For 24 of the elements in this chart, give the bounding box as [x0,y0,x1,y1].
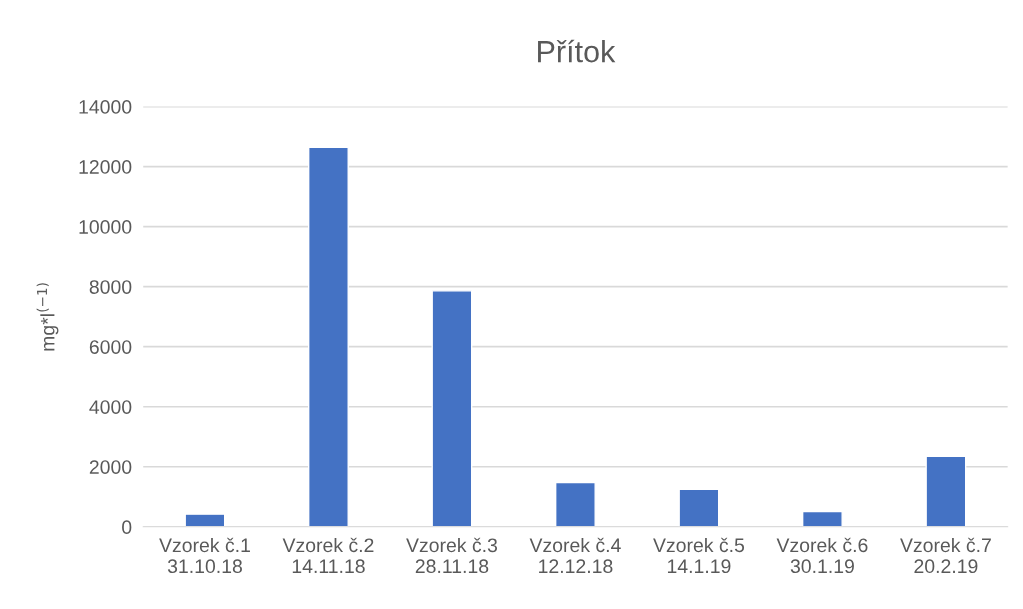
x-tick-label: Vzorek č.1 31.10.18 [159,537,250,574]
y-tick-label: 12000 [79,160,132,174]
bar [431,290,473,527]
bar [801,510,843,527]
bar [184,513,226,527]
bar [925,455,967,527]
chart-title: Přítok [538,39,616,63]
x-tick-label: Vzorek č.7 20.2.19 [900,537,991,574]
y-tick-label: 6000 [89,340,132,354]
x-tick-label: Vzorek č.6 30.1.19 [776,537,868,574]
x-tick-label: Vzorek č.3 28.11.18 [406,537,498,574]
y-tick-label: 2000 [89,460,132,474]
y-tick-label: 0 [122,520,132,535]
bar [678,488,720,527]
bar [308,146,349,527]
y-tick-label: 10000 [79,220,132,234]
y-axis-title: mg*l$^{(−1)}$ [36,283,59,351]
y-tick-label: 4000 [89,400,132,414]
y-tick-label: 8000 [89,280,132,294]
x-tick-label: Vzorek č.4 12.12.18 [529,537,621,574]
x-tick-label: Vzorek č.2 14.11.18 [282,537,374,574]
x-tick-label: Vzorek č.5 14.1.19 [653,537,745,574]
y-tick-label: 14000 [79,100,132,114]
bar [554,481,596,527]
